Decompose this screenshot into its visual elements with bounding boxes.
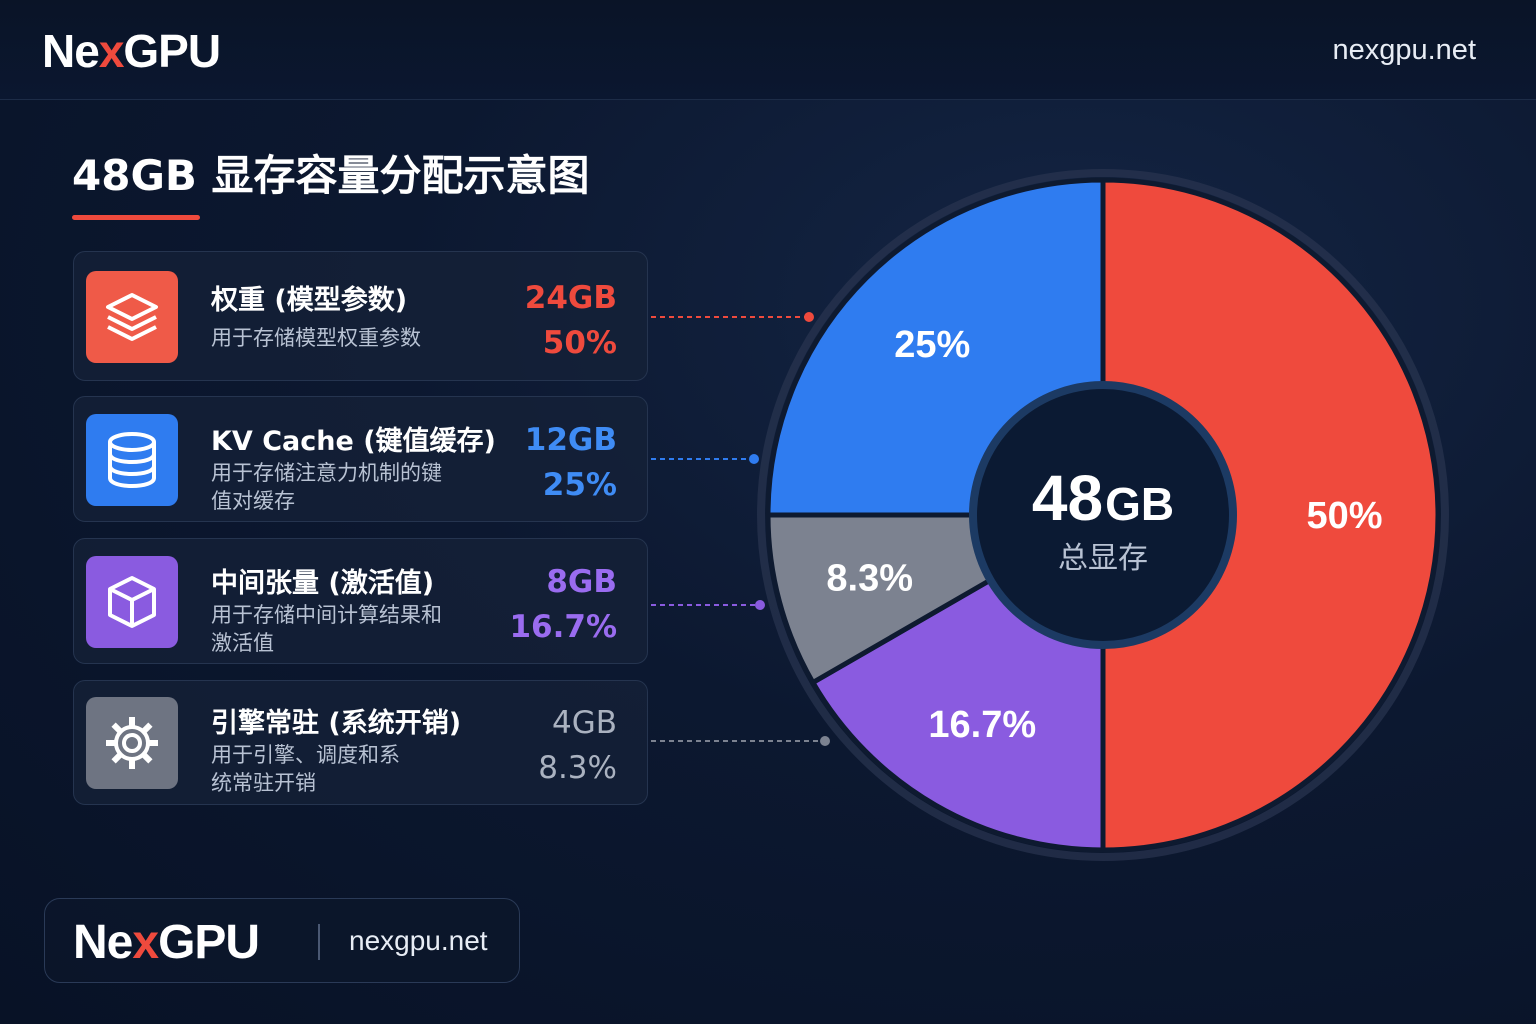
footer-site-url[interactable]: nexgpu.net [349, 925, 488, 956]
donut-outer-glow [757, 169, 1449, 861]
card-tensors-desc: 用于存储中间计算结果和激活值 [211, 603, 442, 655]
card-tensors: 中间张量 (激活值) 用于存储中间计算结果和激活值 8GB 16.7% [73, 538, 648, 664]
title-underline [72, 215, 200, 220]
database-icon [86, 414, 178, 506]
top-bar: NexGPU nexgpu.net [0, 0, 1536, 100]
donut-hole-ring [969, 381, 1237, 649]
card-kv-cache: KV Cache (键值缓存) 用于存储注意力机制的键值对缓存 12GB 25% [73, 396, 648, 522]
footer-separator [318, 924, 320, 960]
connector-dot-1 [749, 454, 759, 464]
card-weights-pct: 50% [542, 325, 617, 361]
card-tensors-name: 中间张量 (激活值) [211, 568, 435, 599]
slice-engine-label: 8.3% [826, 558, 913, 600]
card-weights: 权重 (模型参数) 用于存储模型权重参数 24GB 50% [73, 251, 648, 381]
card-kv-cache-size: 12GB [524, 422, 617, 458]
card-weights-name: 权重 (模型参数) [211, 285, 408, 316]
cube-icon [86, 556, 178, 648]
card-engine-name: 引擎常驻 (系统开销) [211, 708, 462, 739]
connector-dot-0 [804, 312, 814, 322]
connector-lines [651, 312, 830, 746]
slice-tensors-label: 16.7% [928, 704, 1036, 746]
card-engine-desc: 用于引擎、调度和系统常驻开销 [211, 743, 400, 795]
gear-icon [86, 697, 178, 789]
slice-kv-cache-label: 25% [894, 324, 970, 366]
page-title: 48GB 显存容量分配示意图 [72, 151, 590, 200]
card-kv-cache-desc: 用于存储注意力机制的键值对缓存 [211, 461, 442, 513]
connector-dot-2 [755, 600, 765, 610]
card-kv-cache-name: KV Cache (键值缓存) [211, 426, 496, 457]
footer-brand-box: NexGPU nexgpu.net [44, 898, 520, 983]
connector-dot-3 [820, 736, 830, 746]
donut-center-label: 总显存 [1058, 541, 1148, 576]
brand-logo[interactable]: NexGPU [42, 25, 221, 77]
layers-icon [86, 271, 178, 363]
card-weights-size: 24GB [524, 280, 617, 316]
slice-weights-label: 50% [1306, 495, 1382, 537]
card-engine-size: 4GB [551, 705, 617, 741]
site-url[interactable]: nexgpu.net [1332, 34, 1476, 66]
donut-center-value: 48GB [1032, 462, 1174, 534]
card-weights-desc: 用于存储模型权重参数 [211, 326, 421, 350]
footer-brand-logo[interactable]: NexGPU [73, 916, 260, 969]
card-tensors-pct: 16.7% [509, 609, 617, 645]
card-engine-pct: 8.3% [538, 750, 617, 786]
card-tensors-size: 8GB [546, 564, 617, 600]
card-engine: 引擎常驻 (系统开销) 用于引擎、调度和系统常驻开销 4GB 8.3% [73, 680, 648, 805]
card-kv-cache-pct: 25% [542, 467, 617, 503]
